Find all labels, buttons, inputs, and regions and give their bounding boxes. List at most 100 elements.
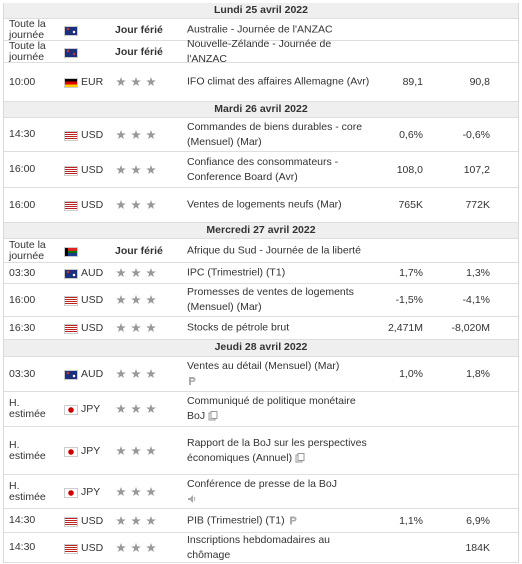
- event-row: 16:00 USD Ventes de logements neufs (Mar) 7…: [4, 188, 518, 223]
- icon-shape: [146, 295, 156, 304]
- icon-shape: [131, 164, 141, 174]
- currency: JPY: [81, 403, 101, 415]
- icon-shape: [116, 542, 126, 552]
- event-cell: Confiance des consommateurs - Conference…: [187, 155, 372, 185]
- event-name: Conférence de presse de la BoJ: [187, 477, 338, 490]
- importance: [113, 475, 160, 508]
- icon-shape: [116, 295, 126, 304]
- importance: [113, 284, 160, 316]
- event-name: Nouvelle-Zélande - Journée de l'ANZAC: [187, 37, 332, 65]
- actual-value: 1,7%: [399, 267, 423, 279]
- icon-shape: [131, 200, 141, 209]
- country-flag: [64, 201, 78, 211]
- importance-stars: [116, 164, 156, 174]
- icon-shape: [131, 369, 141, 378]
- event-icon: [188, 494, 196, 503]
- icon-shape: [146, 200, 156, 209]
- icon-shape: [146, 268, 156, 277]
- previous-value: 184K: [465, 541, 490, 554]
- icon-shape: [131, 542, 141, 552]
- holiday-label: Jour férié: [115, 45, 163, 58]
- currency: USD: [81, 294, 104, 306]
- previous-value: -4,1%: [462, 294, 490, 306]
- importance: [113, 152, 160, 187]
- actual-value: 2,471M: [387, 322, 423, 334]
- event-row: Toute la journée Jour férié Australie - Jo…: [4, 18, 518, 41]
- event-name: Afrique du Sud - Journée de la liberté: [187, 244, 361, 256]
- previous-value: 90,8: [469, 76, 490, 88]
- event-cell: Commandes de biens durables - core (Mens…: [187, 120, 372, 150]
- time: 03:30: [9, 266, 36, 279]
- time: 16:00: [9, 293, 36, 306]
- icon-shape: [116, 404, 126, 413]
- event-name: Stocks de pétrole brut: [187, 321, 290, 334]
- currency: USD: [81, 163, 104, 176]
- country-flag: [64, 516, 78, 527]
- previous-value: -0,6%: [462, 128, 490, 141]
- country-flag: [64, 78, 78, 88]
- icon-shape: [116, 486, 126, 496]
- currency: USD: [81, 322, 104, 334]
- icon-shape: [131, 77, 141, 86]
- icon-line: [187, 374, 372, 389]
- event-name: Promesses de ventes de logements (Mensue…: [187, 286, 354, 313]
- event-name: IPC (Trimestriel) (T1): [187, 266, 286, 279]
- event-row: H. estimée JPY Communiqué de politique mon…: [4, 392, 518, 427]
- icon-shape: [116, 268, 126, 277]
- currency: USD: [81, 541, 104, 554]
- previous-value: -8,020M: [451, 322, 490, 334]
- event-cell: PIB (Trimestriel) (T1): [187, 513, 372, 528]
- time: 16:00: [9, 163, 36, 175]
- icon-shape: [131, 268, 141, 277]
- day-header: Lundi 25 avril 2022: [4, 3, 518, 19]
- event-row: 16:00 USD Confiance des consommateurs - Co…: [4, 152, 518, 188]
- previous-value: 1,3%: [466, 267, 490, 279]
- icon-shape: [146, 77, 156, 86]
- country-flag: [64, 370, 78, 380]
- icon-shape: [116, 323, 126, 332]
- icon-shape: [131, 323, 141, 332]
- event-row: 03:30 AUD Ventes au détail (Mensuel) (Mar)…: [4, 357, 518, 392]
- icon-shape: [131, 486, 141, 496]
- time: Toute la journée: [9, 238, 46, 262]
- event-row: Toute la journée Jour férié Afrique du Sud…: [4, 239, 518, 263]
- event-row: 14:30 USD Commandes de biens durables - co…: [4, 118, 518, 152]
- importance: [113, 63, 160, 101]
- importance-stars: [116, 129, 156, 139]
- importance: [113, 392, 160, 426]
- event-cell: Ventes au détail (Mensuel) (Mar): [187, 359, 372, 389]
- event-name: IFO climat des affaires Allemagne (Avr): [187, 75, 370, 88]
- currency: JPY: [81, 485, 101, 498]
- time: H. estimée: [9, 479, 46, 503]
- actual-value: 108,0: [396, 163, 423, 176]
- icon-shape: [146, 542, 156, 552]
- event-name: PIB (Trimestriel) (T1): [187, 514, 285, 526]
- importance-stars: [116, 515, 156, 525]
- icon-shape: [131, 445, 141, 455]
- event-cell: Stocks de pétrole brut: [187, 321, 372, 336]
- icon-shape: [146, 404, 156, 413]
- importance-stars: [116, 369, 156, 378]
- icon-shape: [146, 445, 156, 455]
- event-name: Communiqué de politique monétaire BoJ: [187, 395, 356, 422]
- icon-shape: [131, 515, 141, 525]
- previous-value: 107,2: [463, 163, 490, 176]
- day-header: Mardi 26 avril 2022: [4, 102, 518, 118]
- event-name: Inscriptions hebdomadaires au chômage: [187, 533, 331, 561]
- importance-stars: [116, 542, 156, 552]
- event-cell: IFO climat des affaires Allemagne (Avr): [187, 75, 372, 90]
- time: 16:30: [9, 321, 36, 334]
- time: 14:30: [9, 128, 36, 140]
- event-cell: IPC (Trimestriel) (T1): [187, 266, 372, 281]
- importance: [113, 317, 160, 339]
- previous-value: 6,9%: [466, 514, 490, 527]
- importance-stars: [116, 77, 156, 86]
- importance-stars: [116, 404, 156, 413]
- importance: [113, 357, 160, 391]
- actual-value: 1,0%: [399, 368, 423, 380]
- economic-calendar: Lundi 25 avril 2022 Toute la journée Jour …: [3, 3, 519, 563]
- actual-value: 89,1: [402, 76, 423, 88]
- icon-shape: [116, 77, 126, 86]
- time: 16:00: [9, 198, 36, 211]
